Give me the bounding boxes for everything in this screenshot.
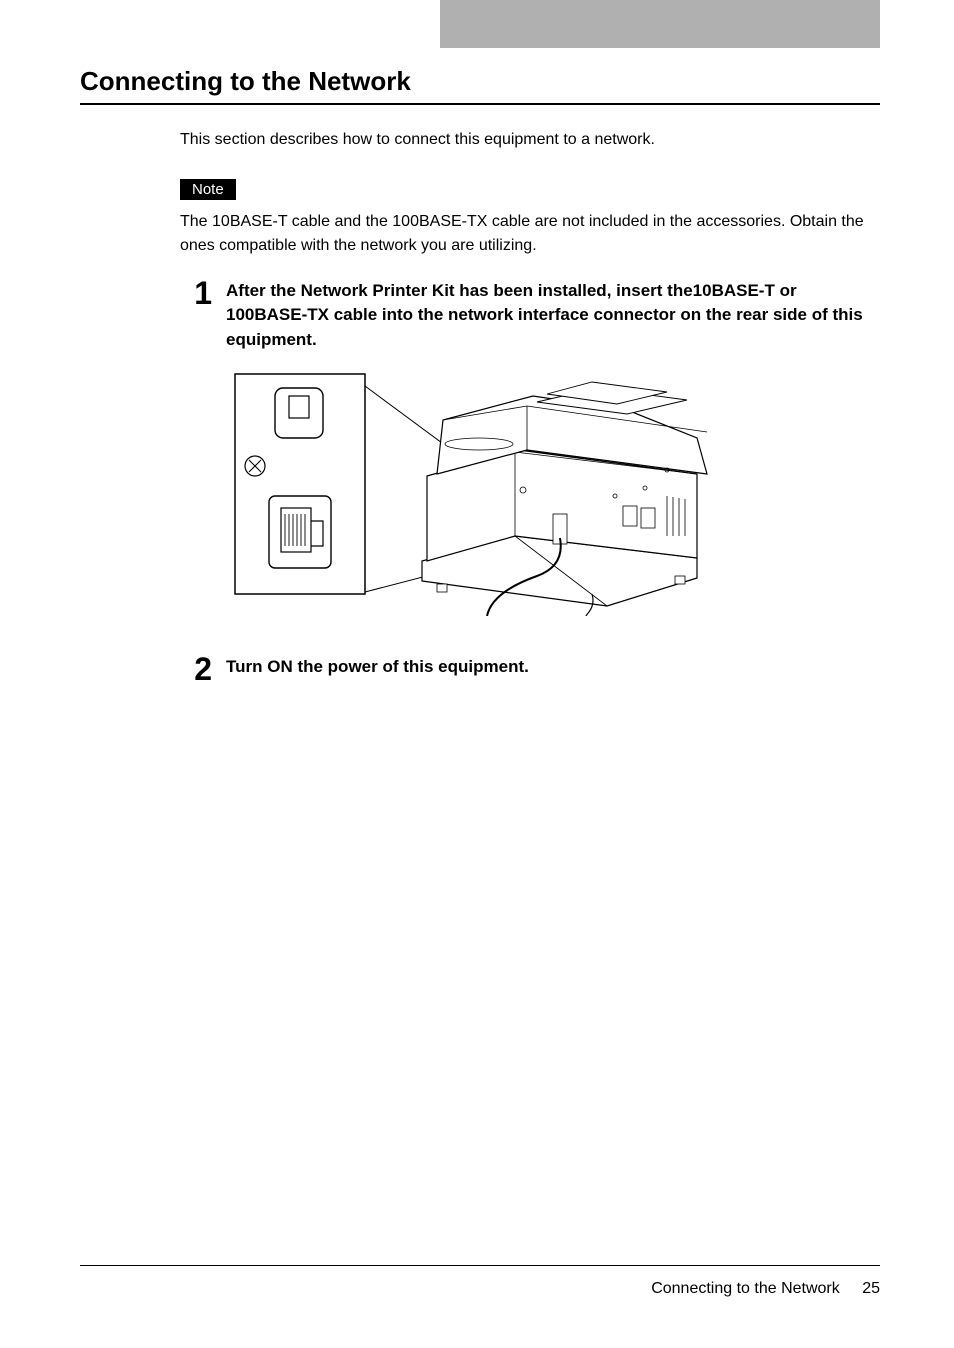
intro-text: This section describes how to connect th… [180, 129, 870, 151]
section-rule [80, 103, 880, 105]
printer-network-diagram [226, 365, 726, 615]
footer-text: Connecting to the Network 25 [80, 1280, 880, 1298]
content-block: This section describes how to connect th… [80, 129, 880, 685]
header-tab [440, 0, 880, 48]
footer-rule [80, 1265, 880, 1266]
step-1: 1 After the Network Printer Kit has been… [180, 279, 870, 353]
note-label: Note [180, 179, 236, 200]
page-footer: Connecting to the Network 25 [80, 1265, 880, 1298]
step-text: Turn ON the power of this equipment. [226, 655, 870, 680]
step-2: 2 Turn ON the power of this equipment. [180, 655, 870, 685]
note-block: Note The 10BASE-T cable and the 100BASE-… [180, 179, 870, 256]
section-title: Connecting to the Network [80, 66, 880, 97]
step-number: 1 [180, 277, 212, 309]
step-text: After the Network Printer Kit has been i… [226, 279, 870, 353]
document-page: Connecting to the Network This section d… [0, 0, 954, 733]
note-text: The 10BASE-T cable and the 100BASE-TX ca… [180, 210, 870, 256]
footer-title: Connecting to the Network [651, 1280, 840, 1297]
step-number: 2 [180, 653, 212, 685]
page-number: 25 [862, 1280, 880, 1297]
